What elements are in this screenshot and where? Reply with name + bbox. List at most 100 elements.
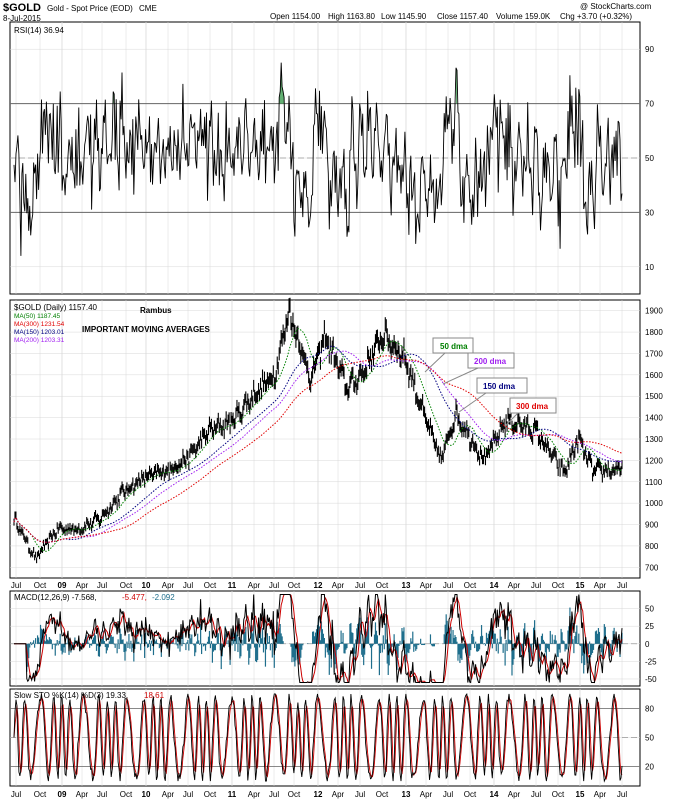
y-tick-label: 1900 (645, 307, 663, 316)
x-tick-label: Oct (288, 581, 301, 590)
x-tick-label: Apr (162, 790, 175, 799)
x-tick-label: Oct (34, 581, 47, 590)
x-tick-label: Oct (120, 581, 133, 590)
x-tick-label: Jul (97, 790, 107, 799)
change-value: Chg +3.70 (+0.32%) (560, 12, 632, 21)
ma50-legend: MA(50) 1187.45 (14, 313, 61, 320)
x-tick-label: Oct (288, 790, 301, 799)
x-tick-label: 11 (228, 790, 237, 799)
x-tick-label: Apr (248, 790, 261, 799)
author-label: Rambus (140, 306, 172, 315)
rsi-line (13, 62, 623, 256)
x-tick-label: Jul (355, 790, 365, 799)
y-tick-label: 1400 (645, 414, 663, 423)
symbol-label: $GOLD (3, 2, 41, 14)
callout-300dma: 300 dma (504, 397, 557, 427)
y-tick-label: -25 (645, 657, 657, 666)
ma150-legend: MA(150) 1203.01 (14, 329, 65, 336)
ma300-legend: MA(300) 1231.54 (14, 321, 65, 328)
x-tick-label: Jul (269, 790, 279, 799)
x-tick-label: Oct (34, 790, 47, 799)
x-tick-label: Oct (376, 581, 389, 590)
ma200-legend: MA(200) 1203.31 (14, 337, 65, 344)
sto-k-line (13, 692, 623, 783)
x-tick-label: 10 (142, 581, 151, 590)
y-tick-label: 20 (645, 763, 654, 772)
x-tick-label: Oct (376, 790, 389, 799)
volume-value: Volume 159.0K (496, 12, 551, 21)
x-tick-label: 13 (402, 790, 411, 799)
ma300-line (13, 355, 623, 543)
x-tick-label: Apr (420, 790, 433, 799)
x-tick-label: 13 (402, 581, 411, 590)
high-value: High 1163.80 (328, 12, 376, 21)
x-tick-label: 15 (576, 581, 585, 590)
x-tick-label: Apr (508, 790, 521, 799)
y-tick-label: 1100 (645, 478, 663, 487)
y-tick-label: -50 (645, 675, 657, 684)
x-tick-label: Oct (552, 790, 565, 799)
x-tick-label: 11 (228, 581, 237, 590)
x-tick-label: Jul (443, 581, 453, 590)
y-tick-label: 1600 (645, 371, 663, 380)
y-tick-label: 700 (645, 563, 659, 572)
y-tick-label: 1300 (645, 435, 663, 444)
x-tick-label: Apr (594, 581, 607, 590)
x-tick-label: Jul (617, 581, 627, 590)
x-tick-label: Oct (552, 581, 565, 590)
ma200-line (13, 350, 623, 543)
y-tick-label: 50 (645, 154, 654, 163)
y-tick-label: 30 (645, 208, 654, 217)
x-tick-label: Apr (594, 790, 607, 799)
x-tick-label: 12 (314, 581, 323, 590)
x-tick-label: Jul (11, 581, 21, 590)
tick-labels: Jul Jul Oct Oct 09 09 Apr Apr Jul Jul Oct Oct 10 10 Ap… (11, 45, 663, 799)
x-tick-label: 14 (490, 581, 499, 590)
y-tick-label: 800 (645, 542, 659, 551)
macd-signal-legend: -5.477, (122, 593, 147, 602)
x-tick-label: Apr (76, 581, 89, 590)
y-tick-label: 90 (645, 45, 654, 54)
y-tick-label: 1800 (645, 328, 663, 337)
instrument-name: Gold - Spot Price (EOD) (47, 4, 133, 13)
callout-200dma: 200 dma (442, 352, 515, 385)
y-tick-label: 50 (645, 734, 654, 743)
y-tick-label: 1700 (645, 349, 663, 358)
watermark: @ StockCharts.com (580, 2, 652, 11)
x-tick-label: Jul (531, 790, 541, 799)
x-tick-label: Jul (531, 581, 541, 590)
x-tick-label: 12 (314, 790, 323, 799)
macd-hist-legend: -2.092 (152, 593, 175, 602)
callout-150dma-text: 150 dma (483, 382, 516, 391)
y-tick-label: 25 (645, 622, 654, 631)
x-tick-label: Oct (464, 581, 477, 590)
x-tick-label: Jul (183, 581, 193, 590)
x-tick-label: Apr (332, 581, 345, 590)
x-tick-label: Apr (508, 581, 521, 590)
sto-d-legend: 18.61 (144, 691, 165, 700)
y-tick-label: 80 (645, 704, 654, 713)
x-tick-label: Apr (162, 581, 175, 590)
open-value: Open 1154.00 (270, 12, 321, 21)
x-tick-label: 09 (58, 790, 67, 799)
y-tick-label: 70 (645, 100, 654, 109)
x-tick-label: 15 (576, 790, 585, 799)
x-tick-label: Jul (183, 790, 193, 799)
important-ma-label: IMPORTANT MOVING AVERAGES (82, 325, 211, 334)
x-tick-label: 10 (142, 790, 151, 799)
close-value: Close 1157.40 (437, 12, 489, 21)
x-tick-label: Apr (76, 790, 89, 799)
sto-legend: Slow STO %K(14) %D(3) 19.33, (14, 691, 128, 700)
y-tick-label: 10 (645, 263, 654, 272)
ma150-line (13, 345, 623, 543)
series (13, 62, 623, 783)
macd-signal-line (14, 594, 623, 684)
macd-panel (9, 590, 641, 687)
callout-200dma-text: 200 dma (474, 357, 507, 366)
x-tick-label: 14 (490, 790, 499, 799)
y-tick-label: 50 (645, 605, 654, 614)
callout-300dma-text: 300 dma (516, 402, 549, 411)
x-tick-label: Oct (204, 581, 217, 590)
callout-50dma-text: 50 dma (440, 342, 468, 351)
